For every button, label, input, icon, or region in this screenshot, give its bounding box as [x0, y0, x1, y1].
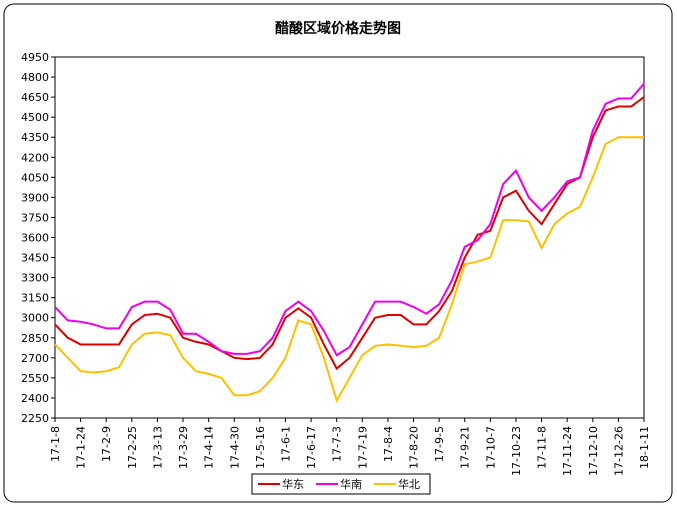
x-tick-label: 17-6-1 [279, 426, 292, 462]
y-tick-label: 3750 [21, 211, 49, 224]
x-tick-label: 17-8-20 [408, 426, 421, 469]
y-tick-label: 2850 [21, 332, 49, 345]
series-line [54, 136, 644, 404]
y-tick-label: 2250 [21, 412, 49, 425]
x-tick-label: 17-9-21 [459, 426, 472, 469]
x-tick-label: 18-1-11 [638, 426, 651, 469]
series-line [54, 83, 645, 357]
x-tick-label: 17-12-26 [612, 426, 625, 476]
y-tick-label: 3150 [21, 292, 49, 305]
x-tick-label: 17-1-24 [75, 426, 88, 469]
y-tick-label: 4800 [21, 71, 49, 84]
legend-label: 华南 [340, 477, 362, 491]
y-tick-label: 3600 [21, 232, 49, 245]
x-tick-label: 17-4-30 [228, 426, 241, 469]
y-tick-label: 3450 [21, 252, 49, 265]
y-tick-label: 4050 [21, 171, 49, 184]
y-tick-label: 4500 [21, 111, 49, 124]
y-tick-label: 4950 [21, 51, 49, 64]
y-tick-label: 2700 [21, 352, 49, 365]
chart-title: 醋酸区域价格走势图 [275, 20, 401, 37]
y-tick-label: 2400 [21, 392, 49, 405]
x-tick-label: 17-4-14 [203, 426, 216, 469]
legend-label: 华东 [282, 477, 304, 491]
x-tick-label: 17-7-19 [356, 426, 369, 469]
x-tick-label: 17-6-17 [305, 426, 318, 469]
y-tick-label: 4650 [21, 91, 49, 104]
y-tick-label: 4350 [21, 131, 49, 144]
x-tick-label: 17-8-4 [382, 426, 395, 462]
x-tick-label: 17-5-16 [254, 426, 267, 469]
legend-label: 华北 [398, 477, 420, 491]
legend-box [251, 473, 431, 495]
x-tick-label: 17-2-9 [100, 426, 113, 462]
plot-area [54, 56, 645, 419]
x-tick-label: 17-11-24 [561, 426, 574, 476]
y-tick-label: 2550 [21, 372, 49, 385]
x-tick-label: 17-11-8 [536, 426, 549, 469]
x-tick-label: 17-1-8 [49, 426, 62, 462]
x-tick-label: 17-2-25 [126, 426, 139, 469]
y-tick-label: 3300 [21, 272, 49, 285]
x-tick-label: 17-3-29 [177, 426, 190, 469]
series-line [54, 96, 645, 371]
x-tick-label: 17-10-7 [484, 426, 497, 469]
x-tick-label: 17-9-5 [433, 426, 446, 462]
x-tick-label: 17-12-10 [587, 426, 600, 476]
y-tick-label: 3000 [21, 312, 49, 325]
x-tick-label: 17-7-3 [331, 426, 344, 462]
y-tick-label: 3900 [21, 191, 49, 204]
x-tick-label: 17-3-13 [151, 426, 164, 469]
x-tick-label: 17-10-23 [510, 426, 523, 476]
y-tick-label: 4200 [21, 151, 49, 164]
